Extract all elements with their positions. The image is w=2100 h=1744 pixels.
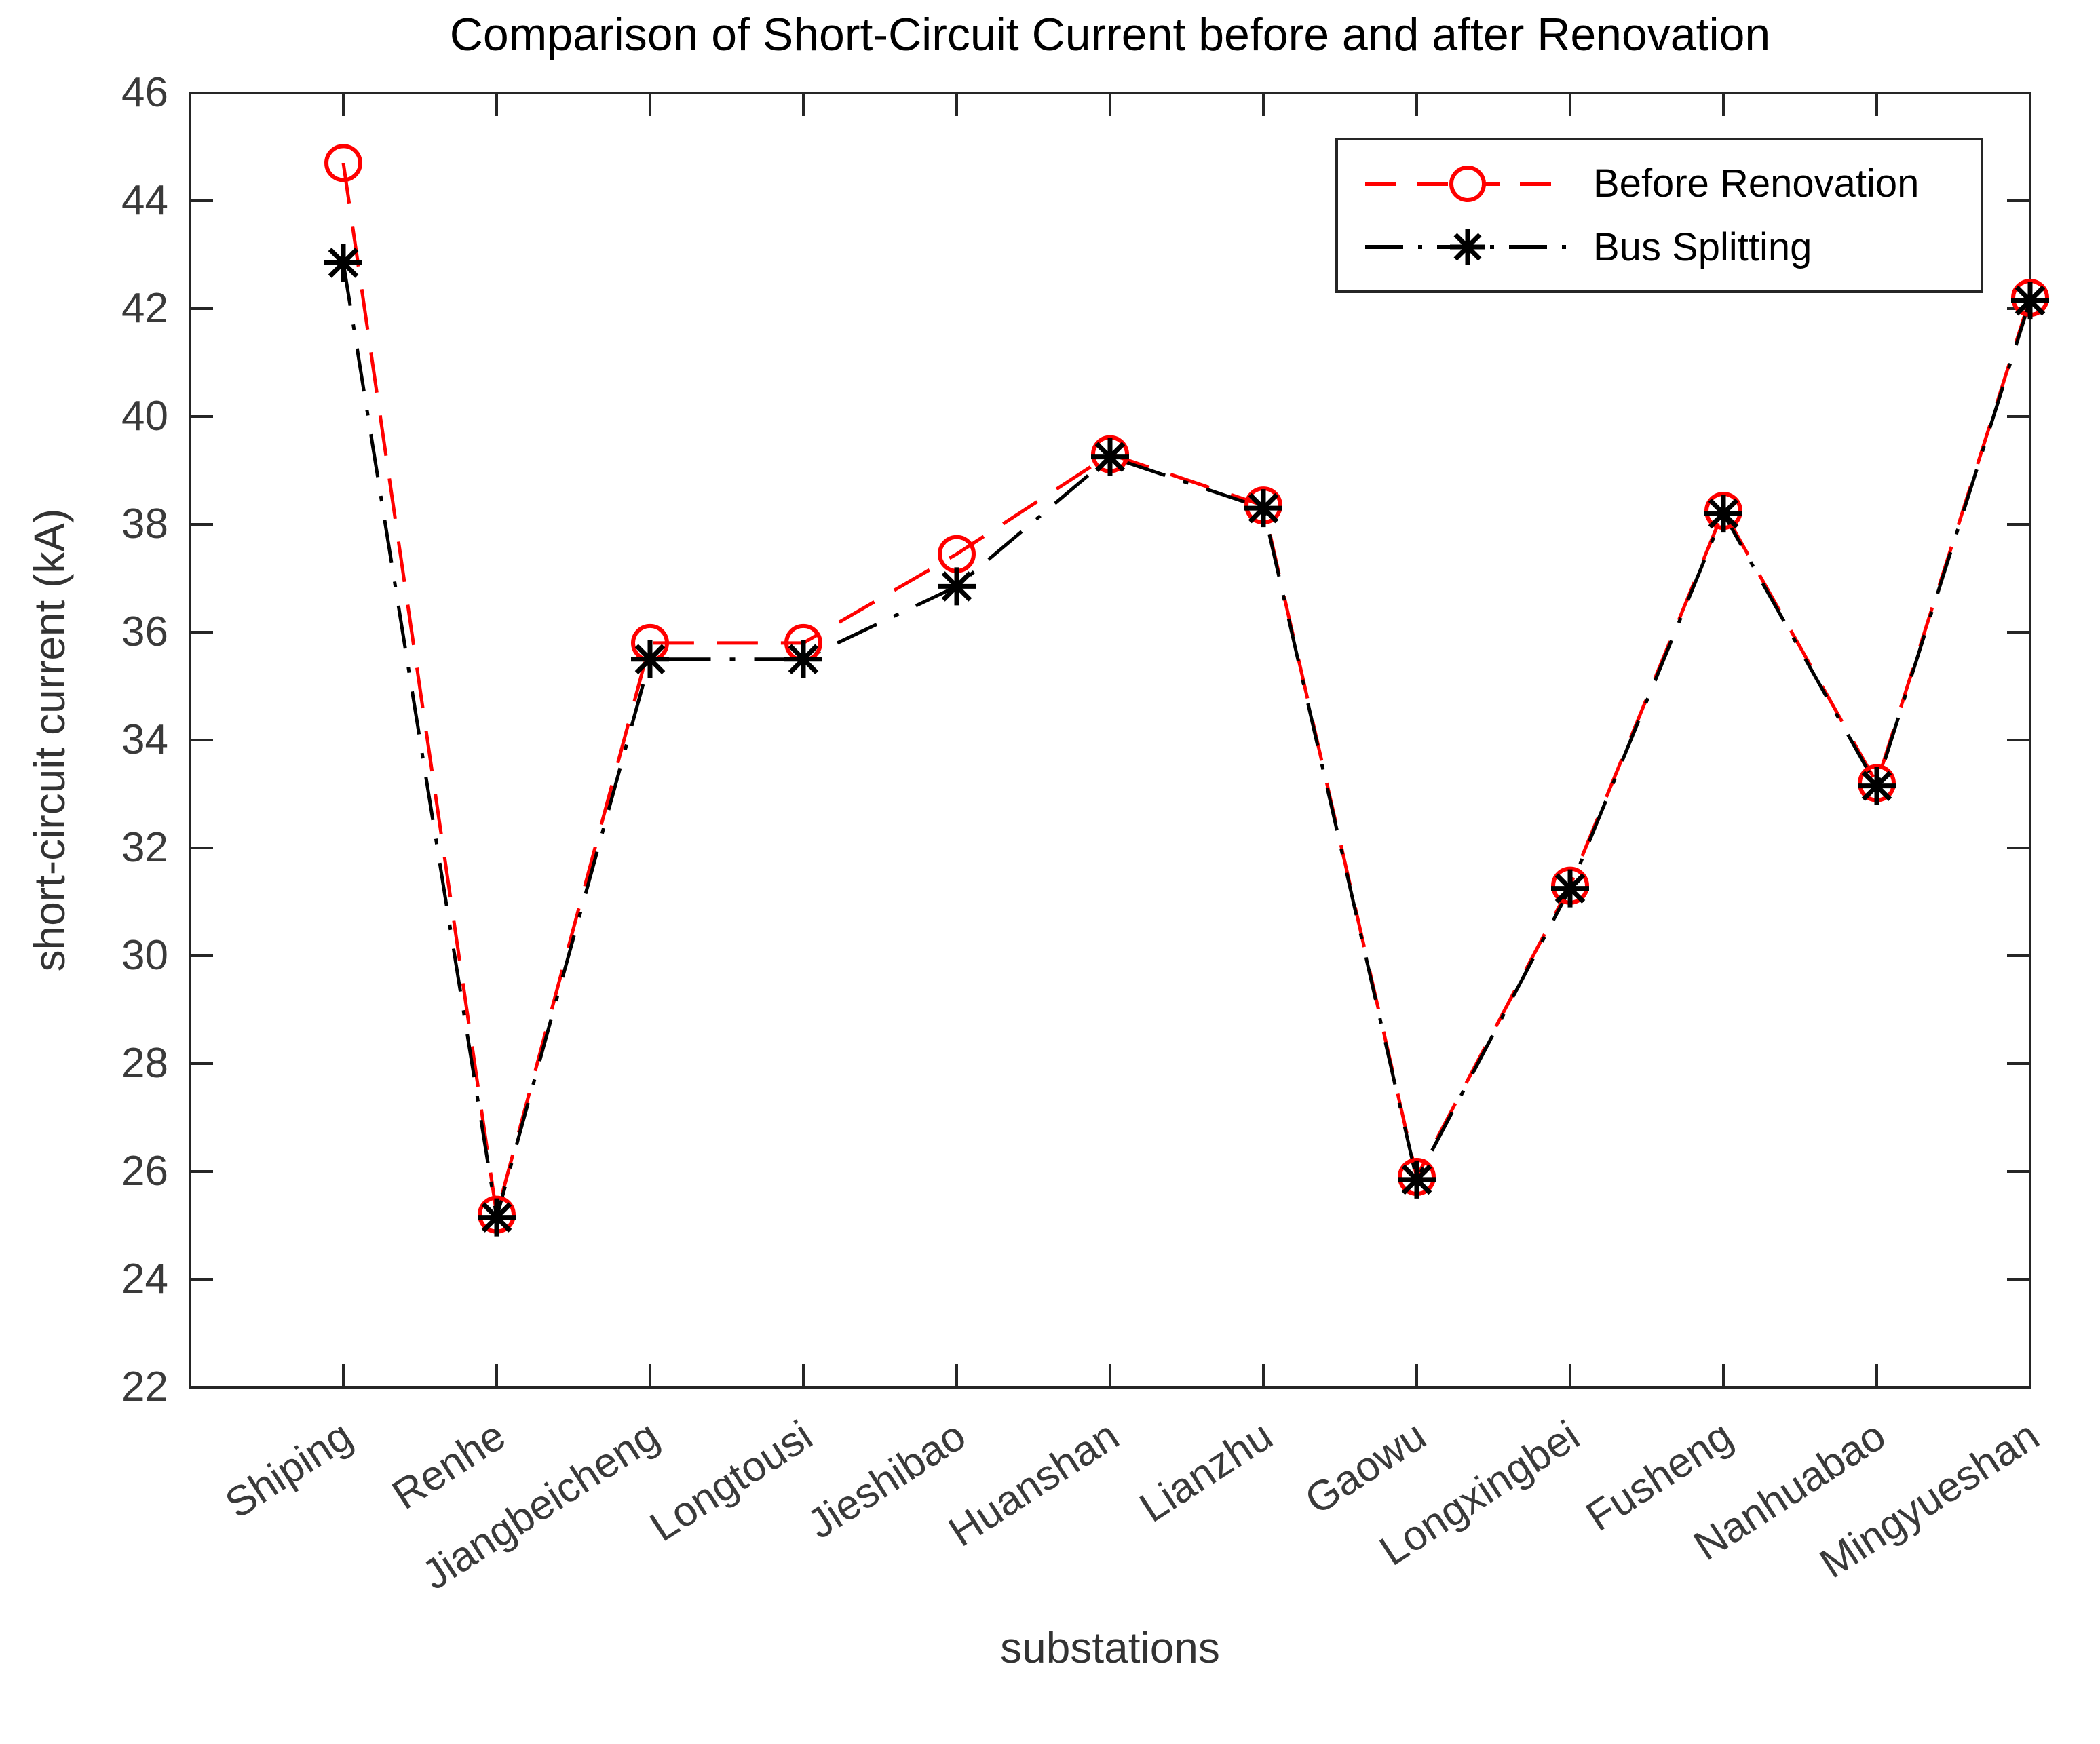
data-point-marker — [324, 244, 362, 282]
legend-sample-dashdot-asterisk-icon — [1365, 229, 1570, 265]
markers-bus-splitting — [324, 244, 2049, 1237]
y-tick-label: 30 — [121, 932, 168, 979]
data-point-marker — [324, 144, 362, 182]
data-point-marker — [478, 1198, 516, 1237]
data-point-marker — [784, 640, 822, 678]
y-tick-label: 46 — [121, 69, 168, 116]
data-point-marker — [1858, 767, 1896, 805]
y-tick-label: 42 — [121, 285, 168, 332]
data-point-marker — [938, 567, 976, 606]
x-axis-label: substations — [1000, 1623, 1220, 1672]
legend: Before Renovation Bus Splitting — [1335, 138, 1983, 293]
data-point-marker — [631, 640, 669, 678]
legend-label: Before Renovation — [1593, 161, 1920, 206]
y-tick-label: 34 — [121, 716, 168, 763]
data-point-marker — [1398, 1160, 1436, 1199]
data-point-marker — [2011, 282, 2049, 320]
y-tick-label: 26 — [121, 1148, 168, 1195]
legend-label: Bus Splitting — [1593, 225, 1812, 269]
y-tick-label: 36 — [121, 608, 168, 655]
plot-line-before-renovation — [341, 162, 2032, 1216]
y-tick-label: 28 — [121, 1040, 168, 1087]
legend-entry-bus-splitting: Bus Splitting — [1362, 225, 1981, 270]
y-tick-label: 32 — [121, 824, 168, 871]
y-tick-label: 22 — [121, 1363, 168, 1410]
y-tick-label: 40 — [121, 393, 168, 440]
legend-entry-before-renovation: Before Renovation — [1362, 161, 1981, 206]
legend-sample-dashed-circle-icon — [1365, 165, 1570, 202]
markers-before-renovation — [324, 144, 2049, 1234]
plot-line-bus-splitting — [341, 263, 2032, 1218]
data-point-marker — [1244, 489, 1282, 528]
data-point-marker — [1704, 495, 1742, 533]
data-point-marker — [1091, 438, 1129, 476]
data-point-marker — [1551, 869, 1589, 908]
y-tick-label: 24 — [121, 1256, 168, 1302]
axis-ticks — [190, 93, 2031, 1387]
y-tick-label: 44 — [121, 177, 168, 224]
chart-title: Comparison of Short-Circuit Current befo… — [449, 9, 1771, 60]
y-tick-label: 38 — [121, 501, 168, 547]
